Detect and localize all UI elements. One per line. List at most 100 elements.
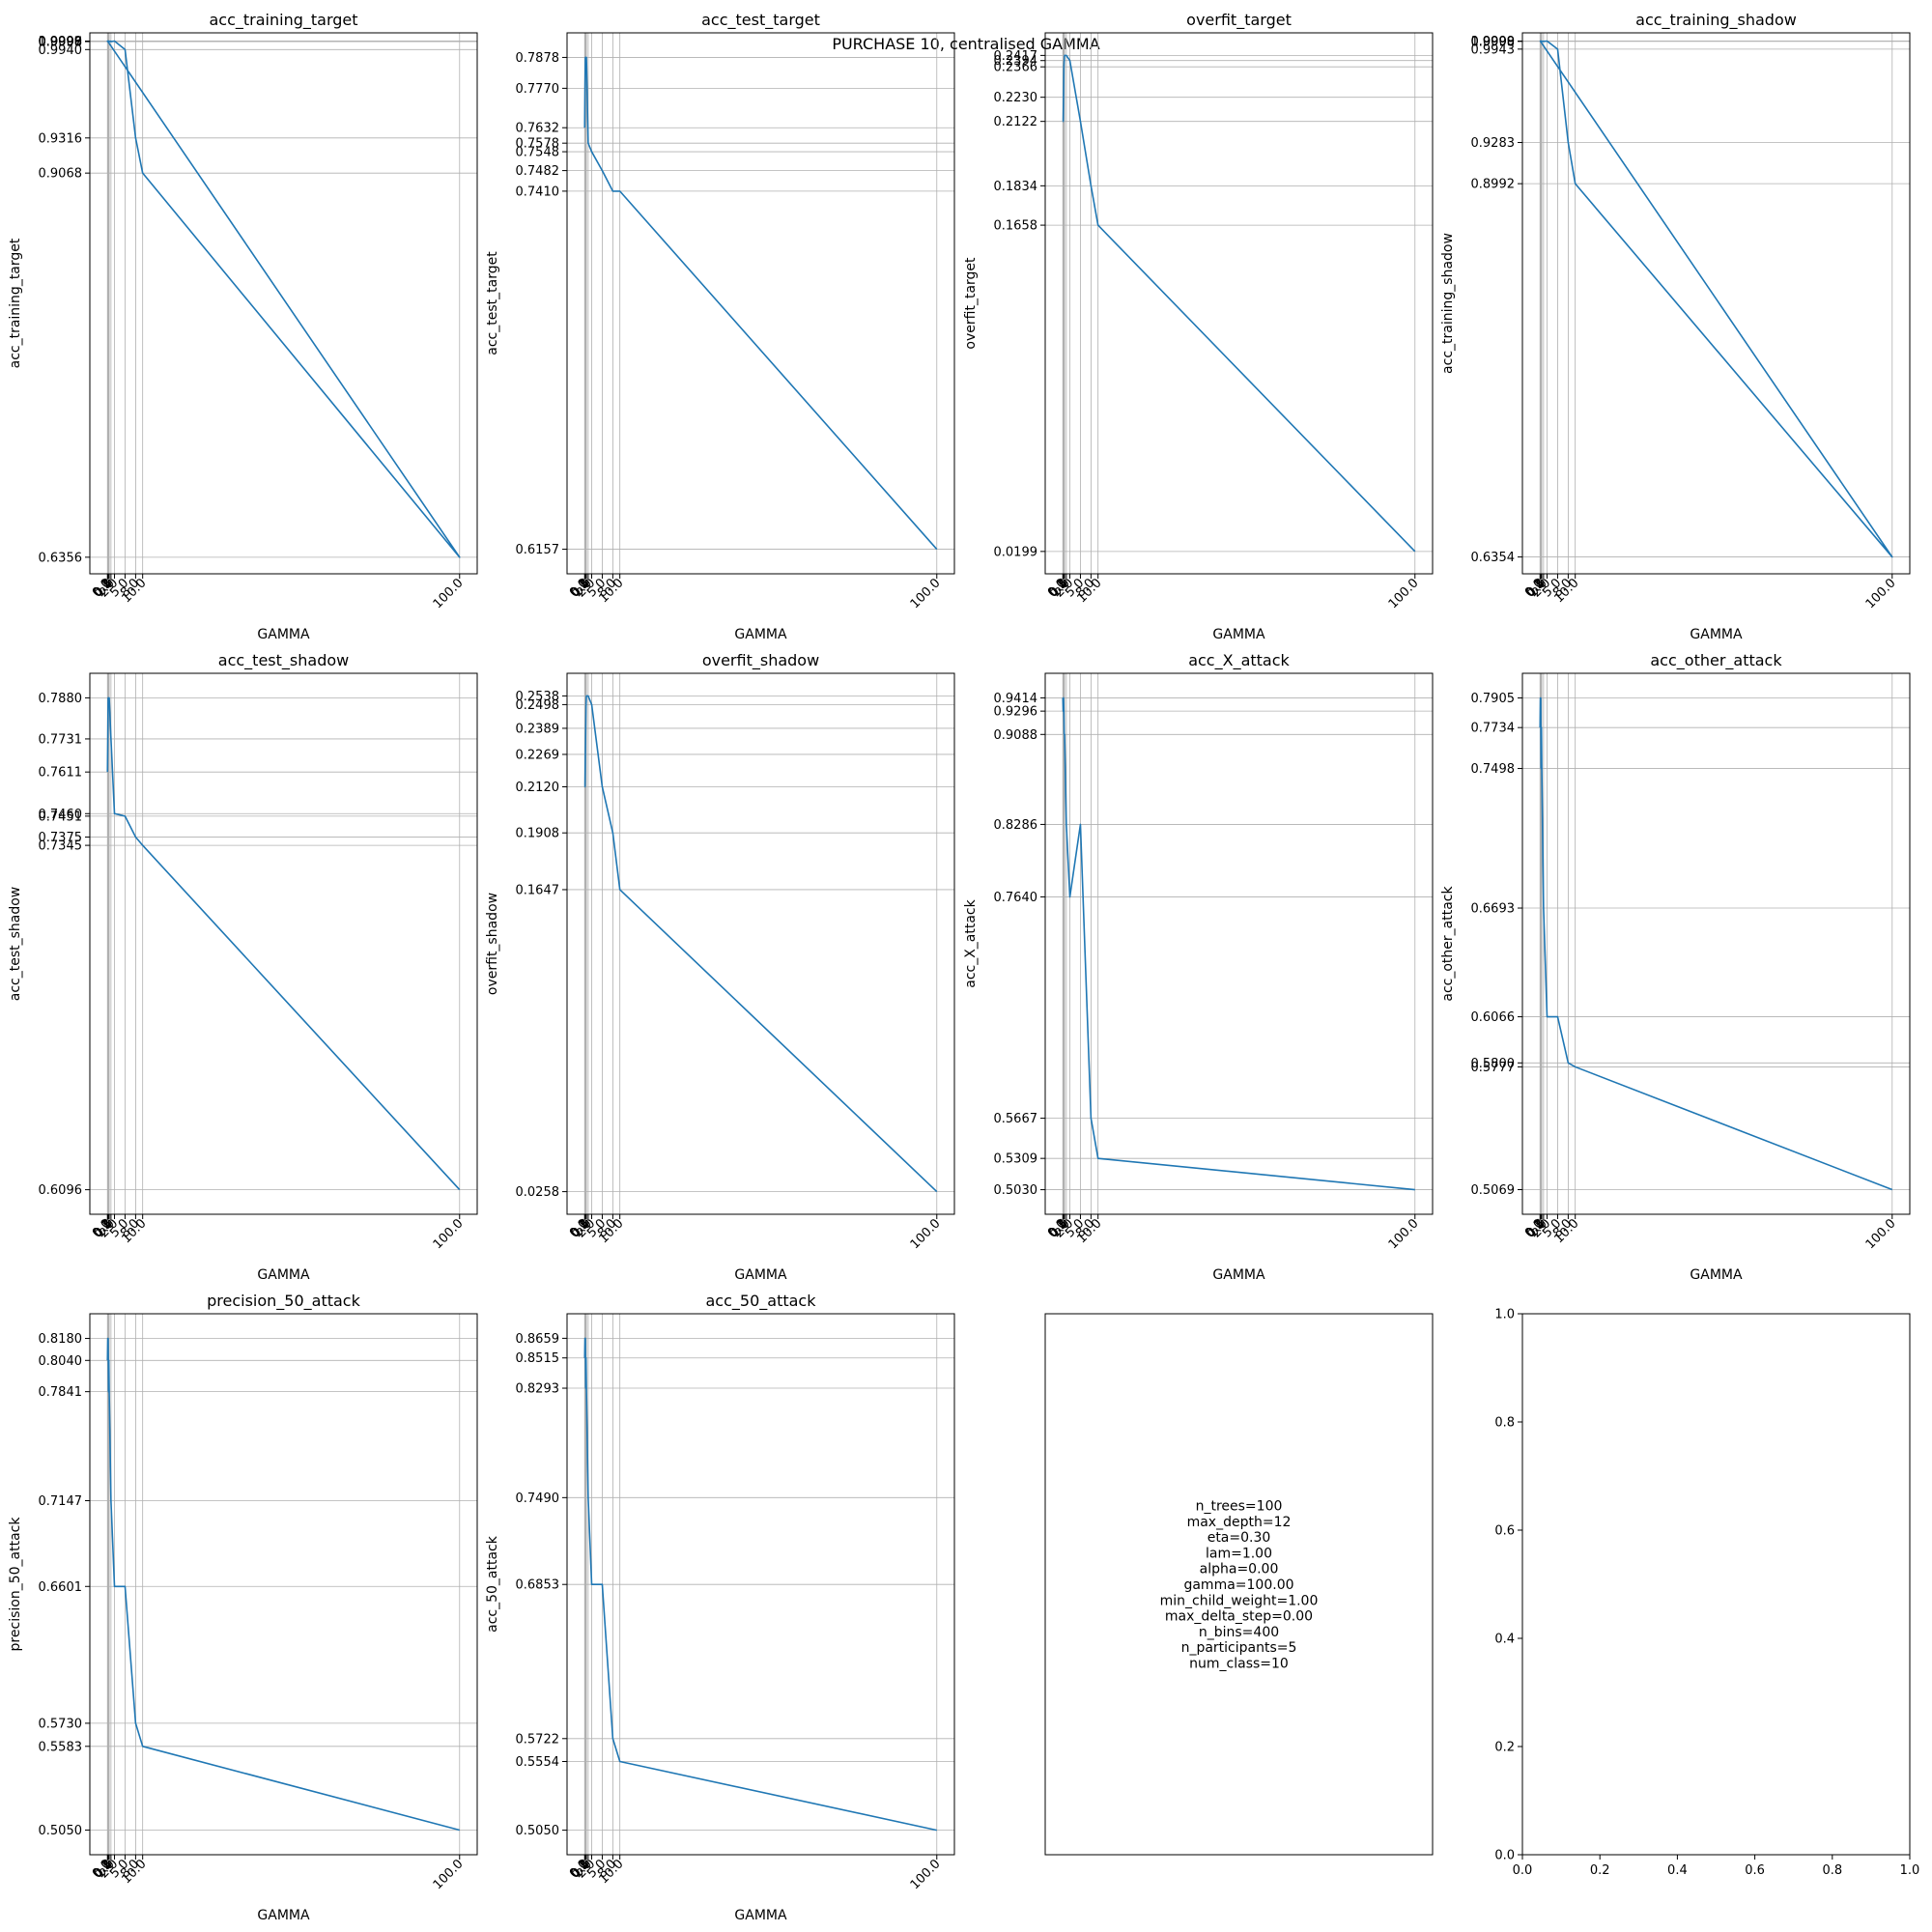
y-tick-label: 0.9283 <box>1471 136 1516 151</box>
y-tick-label: 0.8 <box>1494 1416 1515 1431</box>
series-line <box>1062 54 1416 553</box>
series-line <box>106 40 461 558</box>
y-tick-label: 0.9414 <box>994 692 1038 706</box>
x-axis-label: GAMMA <box>1212 1267 1265 1283</box>
y-tick-label: 0.1908 <box>516 827 560 841</box>
series-line <box>106 696 461 1191</box>
y-tick-label: 0.6157 <box>516 543 560 557</box>
info-line: n_bins=400 <box>1199 1625 1279 1640</box>
y-tick-label: 0.5722 <box>516 1732 560 1747</box>
y-tick-label: 0.9998 <box>1471 35 1516 49</box>
y-tick-label: 0.2120 <box>516 781 560 795</box>
y-tick-label: 0.7640 <box>994 891 1038 905</box>
x-axis-label: GAMMA <box>1690 627 1743 642</box>
y-tick-label: 0.7345 <box>39 839 83 854</box>
y-tick-label: 0.9998 <box>39 35 83 49</box>
x-tick-label: 0.8 <box>1822 1863 1842 1878</box>
y-tick-label: 0.7841 <box>39 1385 83 1400</box>
chart-panel-2: 0.00.10.20.30.40.51.02.05.08.010.0 100.00… <box>485 11 955 642</box>
chart-title: acc_training_shadow <box>1635 11 1797 30</box>
y-tick-label: 0.1834 <box>994 180 1038 194</box>
y-tick-label: 0.7905 <box>1471 692 1516 706</box>
y-tick-label: 0.2122 <box>994 115 1038 129</box>
y-tick-label: 0.6066 <box>1471 1010 1516 1025</box>
x-tick-label: 1.0 <box>1900 1863 1920 1878</box>
y-axis-label: acc_50_attack <box>485 1535 500 1633</box>
y-tick-label: 0.5554 <box>516 1755 560 1770</box>
y-tick-label: 0.7490 <box>516 1492 560 1506</box>
series-line <box>583 1337 937 1832</box>
y-tick-label: 0.7578 <box>516 137 560 152</box>
series-line <box>1539 696 1893 1191</box>
axes-frame <box>89 1313 478 1856</box>
y-tick-label: 0.2269 <box>516 748 560 762</box>
y-tick-label: 0.7147 <box>39 1494 83 1509</box>
x-tick-label: 0.2 <box>1590 1863 1610 1878</box>
chart-panel-7: 0.00.10.20.30.40.51.02.05.08.010.0 100.00… <box>963 651 1434 1283</box>
y-tick-label: 0.9316 <box>39 131 83 146</box>
info-line: eta=0.30 <box>1208 1530 1271 1546</box>
axes-frame <box>1044 32 1434 575</box>
info-line: num_class=10 <box>1189 1657 1289 1672</box>
y-axis-label: overfit_target <box>963 257 979 350</box>
series-line <box>583 56 938 551</box>
y-tick-label: 0.2417 <box>994 49 1038 64</box>
info-line: alpha=0.00 <box>1200 1562 1279 1577</box>
y-axis-label: acc_other_attack <box>1440 886 1456 1002</box>
y-tick-label: 0.6693 <box>1471 902 1516 917</box>
axes-frame <box>566 32 955 575</box>
y-tick-label: 0.9999 <box>39 35 83 49</box>
y-tick-label: 0.7410 <box>516 185 560 199</box>
series-line <box>1062 696 1415 1191</box>
y-tick-label: 0.7731 <box>39 732 83 747</box>
axes-frame <box>1521 672 1911 1215</box>
y-tick-label: 0.9996 <box>39 36 83 50</box>
axes-frame <box>89 672 478 1215</box>
info-line: max_delta_step=0.00 <box>1165 1609 1313 1625</box>
y-tick-label: 0.5309 <box>994 1152 1038 1167</box>
y-tick-label: 0.7632 <box>516 122 560 136</box>
y-tick-label: 0.7880 <box>39 692 83 706</box>
info-panel-frame <box>1044 1313 1434 1856</box>
y-tick-label: 1.0000 <box>39 35 83 49</box>
y-tick-label: 0.7770 <box>516 82 560 97</box>
y-tick-label: 0.2538 <box>516 690 560 704</box>
y-tick-label: 0.5050 <box>39 1824 83 1838</box>
y-tick-label: 0.7611 <box>39 766 83 781</box>
y-tick-label: 0.9068 <box>39 167 83 182</box>
y-tick-label: 0.8992 <box>1471 178 1516 192</box>
y-tick-label: 0.8180 <box>39 1332 83 1347</box>
axes-frame <box>566 672 955 1215</box>
chart-title: acc_X_attack <box>1188 651 1290 670</box>
axes-frame <box>1044 672 1434 1215</box>
y-tick-label: 0.8286 <box>994 818 1038 833</box>
info-line: n_trees=100 <box>1196 1499 1283 1515</box>
y-tick-label: 0.7482 <box>516 164 560 179</box>
y-tick-label: 0.7451 <box>39 810 83 824</box>
axes-frame <box>89 32 478 575</box>
y-tick-label: 0.2366 <box>994 61 1038 75</box>
y-tick-label: 0.8515 <box>516 1351 560 1366</box>
axes-frame <box>1521 32 1911 575</box>
series-line <box>1539 40 1893 558</box>
y-tick-label: 0.7734 <box>1471 722 1516 736</box>
x-tick-label: 0.0 <box>1513 1863 1533 1878</box>
y-tick-label: 0.9943 <box>1471 43 1516 57</box>
chart-title: acc_other_attack <box>1650 651 1782 670</box>
y-tick-label: 0.1658 <box>994 219 1038 234</box>
chart-title: precision_50_attack <box>207 1292 360 1311</box>
y-tick-label: 0.2394 <box>994 54 1038 69</box>
y-axis-label: precision_50_attack <box>8 1517 23 1652</box>
x-tick-label: 0.6 <box>1745 1863 1765 1878</box>
y-axis-label: acc_test_shadow <box>8 887 23 1002</box>
chart-panel-11: n_trees=100max_depth=12eta=0.30lam=1.00a… <box>1044 1313 1434 1856</box>
y-tick-label: 0.0258 <box>516 1185 560 1200</box>
y-tick-label: 0.6 <box>1494 1524 1515 1539</box>
chart-panel-3: 0.00.10.20.30.40.51.02.05.08.010.0 100.00… <box>963 11 1434 642</box>
chart-title: overfit_shadow <box>702 651 819 670</box>
y-tick-label: 0.7460 <box>39 808 83 822</box>
x-axis-label: GAMMA <box>257 627 310 642</box>
y-tick-label: 0.5730 <box>39 1717 83 1731</box>
x-tick-label: 0.4 <box>1667 1863 1688 1878</box>
